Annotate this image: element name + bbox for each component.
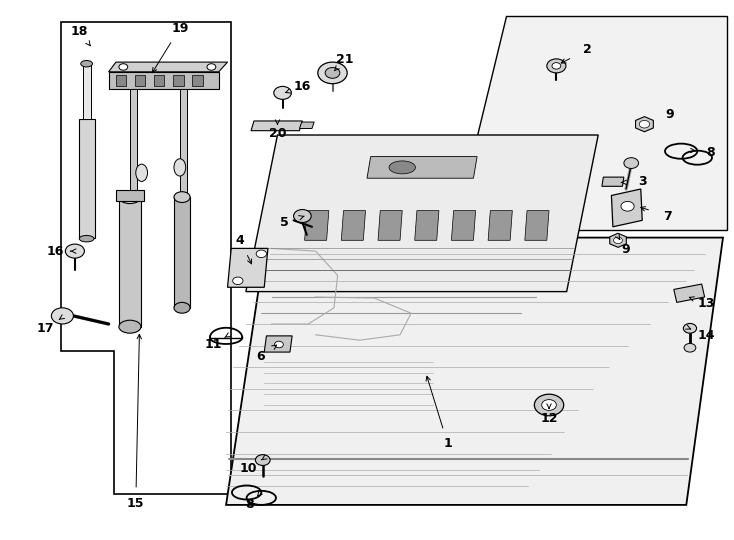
Polygon shape [636, 117, 653, 132]
Text: 3: 3 [638, 176, 647, 188]
Ellipse shape [79, 235, 94, 242]
Circle shape [639, 120, 650, 128]
Circle shape [294, 210, 311, 222]
Text: 4: 4 [236, 234, 244, 247]
Ellipse shape [389, 161, 415, 174]
Ellipse shape [136, 164, 148, 181]
Polygon shape [367, 157, 477, 178]
Text: 8: 8 [245, 498, 254, 511]
Text: 12: 12 [540, 412, 558, 425]
Polygon shape [109, 62, 228, 72]
Bar [116, 75, 126, 86]
Text: 1: 1 [443, 437, 452, 450]
Bar [116, 190, 144, 201]
Polygon shape [525, 211, 549, 240]
Text: 13: 13 [697, 297, 715, 310]
Circle shape [256, 250, 266, 258]
Circle shape [119, 64, 128, 70]
Polygon shape [251, 121, 302, 131]
Text: 19: 19 [171, 22, 189, 35]
Circle shape [624, 158, 639, 168]
Polygon shape [226, 238, 723, 505]
Bar [135, 75, 145, 86]
Polygon shape [305, 211, 329, 240]
Text: 9: 9 [665, 108, 674, 121]
Circle shape [621, 201, 634, 211]
Text: 5: 5 [280, 216, 289, 229]
Text: 21: 21 [336, 53, 354, 66]
Polygon shape [674, 284, 705, 302]
Text: 10: 10 [239, 462, 257, 475]
Polygon shape [378, 211, 402, 240]
Bar [119, 197, 141, 327]
Ellipse shape [119, 191, 141, 204]
Polygon shape [415, 211, 439, 240]
Circle shape [614, 237, 622, 244]
Text: 6: 6 [256, 350, 265, 363]
Circle shape [275, 341, 283, 348]
Text: 8: 8 [706, 146, 715, 159]
Text: 18: 18 [70, 25, 88, 38]
Bar [173, 75, 184, 86]
Circle shape [542, 400, 556, 410]
Circle shape [534, 394, 564, 416]
Text: 16: 16 [294, 80, 311, 93]
Polygon shape [61, 22, 231, 494]
Circle shape [318, 62, 347, 84]
Circle shape [325, 68, 340, 78]
Circle shape [683, 323, 697, 333]
Circle shape [51, 308, 73, 324]
Bar [82, 65, 90, 119]
Circle shape [233, 277, 243, 285]
Ellipse shape [174, 192, 190, 202]
Circle shape [547, 59, 566, 73]
Polygon shape [611, 189, 642, 227]
Polygon shape [488, 211, 512, 240]
Text: 11: 11 [204, 338, 222, 351]
Polygon shape [228, 248, 268, 287]
Bar [79, 119, 95, 238]
Text: 20: 20 [269, 127, 286, 140]
Text: 16: 16 [46, 245, 64, 258]
Circle shape [65, 244, 84, 258]
Polygon shape [610, 233, 626, 247]
Polygon shape [602, 177, 624, 186]
Bar [180, 89, 187, 208]
Polygon shape [299, 122, 314, 129]
Circle shape [684, 343, 696, 352]
Text: 7: 7 [664, 210, 672, 222]
Polygon shape [341, 211, 366, 240]
Circle shape [274, 86, 291, 99]
Bar [130, 89, 137, 208]
Circle shape [255, 455, 270, 465]
Ellipse shape [174, 302, 190, 313]
Text: 2: 2 [583, 43, 592, 56]
Text: 15: 15 [127, 497, 145, 510]
Ellipse shape [119, 320, 141, 333]
Circle shape [207, 64, 216, 70]
Bar [154, 75, 164, 86]
Ellipse shape [81, 60, 92, 67]
Polygon shape [246, 135, 598, 292]
Text: 14: 14 [697, 329, 715, 342]
Polygon shape [454, 16, 727, 230]
Text: 17: 17 [37, 322, 54, 335]
Circle shape [552, 63, 561, 69]
Polygon shape [264, 336, 292, 352]
Polygon shape [451, 211, 476, 240]
Ellipse shape [174, 159, 186, 176]
Bar [174, 197, 190, 308]
Bar [192, 75, 203, 86]
Text: 9: 9 [622, 243, 631, 256]
Bar [109, 72, 219, 89]
